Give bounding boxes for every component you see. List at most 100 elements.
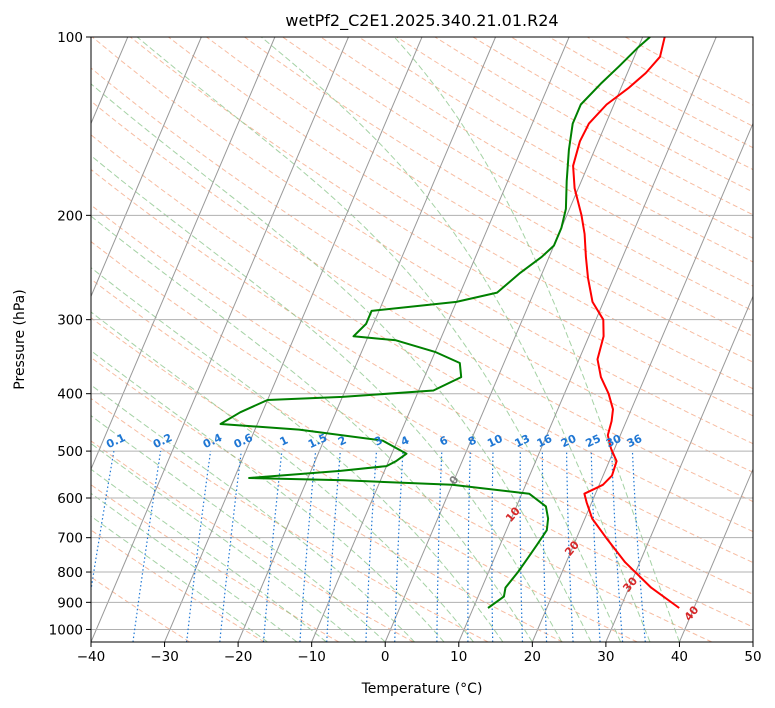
moist-adiabat: [91, 215, 533, 642]
dry-adiabat: [129, 37, 753, 417]
dry-adiabat: [91, 67, 753, 473]
mixing-ratio-label: 20: [559, 432, 579, 450]
mixing-ratio-line: [219, 451, 242, 642]
moist-adiabat: [91, 83, 592, 642]
mixing-ratio-label-text: 0.6: [232, 431, 255, 451]
mixing-ratio-line: [436, 451, 443, 642]
temperature-profile: [572, 37, 680, 609]
mixing-ratio-label-text: 0.2: [151, 431, 174, 451]
dry-adiabat: [510, 37, 753, 171]
mixing-ratio-label: 30: [604, 432, 624, 450]
mixing-ratio-line: [132, 451, 162, 642]
mixing-ratio-label-text: 30: [604, 432, 624, 450]
isotherm-label-text: 30: [620, 574, 640, 594]
mixing-ratio-label-text: 36: [625, 432, 645, 450]
moist-adiabat: [91, 515, 268, 642]
mixing-ratio-label: 36: [625, 432, 645, 450]
mixing-ratio-label-text: 25: [584, 432, 603, 450]
dewpoint-profile: [219, 37, 651, 609]
y-tick-label: 1000: [49, 622, 83, 638]
moist-adiabat: [260, 37, 651, 642]
plot-frame: [90, 36, 754, 643]
y-tick-label: 400: [57, 387, 83, 403]
mixing-ratio-line: [491, 451, 494, 642]
dry-adiabat: [91, 397, 489, 642]
x-tick-label: 10: [450, 649, 467, 665]
mixing-ratio-line: [91, 450, 115, 594]
dry-adiabat: [91, 356, 563, 642]
isotherm-label-text: 20: [562, 538, 582, 558]
isotherm-line: [237, 37, 497, 642]
mixing-ratio-label: 4: [399, 433, 412, 448]
x-tick-label: −20: [224, 649, 253, 665]
axes: −40 −30 −20 −10 0 10 20 30 40 50 100 200 300 400 500 60…: [49, 30, 762, 665]
moist-adiabat: [91, 155, 563, 642]
dry-adiabat: [91, 484, 340, 642]
y-tick-label: 700: [57, 531, 83, 547]
moist-adiabats: [91, 37, 680, 642]
chart-title: wetPf2_C2E1.2025.340.21.01.R24: [285, 11, 558, 31]
dry-adiabat: [434, 37, 753, 216]
isotherm-line: [605, 295, 753, 642]
mixing-ratio-line: [590, 451, 601, 642]
moist-adiabat: [91, 442, 357, 642]
dry-adiabat: [91, 317, 638, 642]
isotherm-line: [752, 640, 753, 642]
theta-label-text: -10: [20, 423, 43, 447]
y-tick-label: 900: [57, 595, 83, 611]
moist-adiabat: [91, 468, 327, 642]
mixing-ratio-label: 13: [513, 432, 532, 450]
y-tick-label: 300: [57, 313, 83, 329]
dry-adiabat: [91, 278, 713, 642]
x-tick-label: 30: [597, 649, 614, 665]
isotherm-line: [311, 37, 570, 642]
isotherm-line: [91, 37, 202, 298]
moist-adiabat: [91, 311, 474, 642]
theta-label: -10: [20, 423, 43, 447]
moist-adiabat: [393, 37, 680, 642]
mixing-ratio-label: 1: [278, 434, 290, 449]
x-tick-label: −30: [150, 649, 179, 665]
x-tick-label: −40: [77, 649, 106, 665]
y-tick-label: 600: [57, 491, 83, 507]
moist-adiabat: [91, 350, 445, 642]
plot-area: 0.10.20.40.611.52346810131620253036-100-…: [20, 37, 753, 642]
mixing-ratio-label-text: 16: [535, 432, 555, 450]
mixing-ratio-label: 10: [485, 432, 505, 450]
y-tick-label: 100: [57, 30, 83, 46]
isotherm-label: 40: [682, 603, 702, 623]
isotherm-line: [678, 467, 753, 642]
mixing-ratio-label: 0.1: [104, 431, 127, 451]
mixing-ratio-label: 25: [584, 432, 603, 450]
mixing-ratio-label-text: 20: [559, 432, 579, 450]
mixing-ratio-lines: [91, 450, 646, 642]
mixing-ratio-label: 16: [535, 432, 555, 450]
dry-adiabat: [244, 37, 753, 337]
isotherm-line: [164, 37, 423, 642]
isotherm-line: [384, 37, 644, 642]
y-tick-label: 200: [57, 208, 83, 224]
mixing-ratio-label-text: 10: [485, 432, 505, 450]
dry-adiabat: [282, 37, 753, 312]
dry-adiabat: [91, 529, 265, 642]
mixing-ratio-line: [299, 451, 317, 642]
mixing-ratio-label-text: 4: [399, 433, 412, 448]
isotherm-label: 20: [562, 538, 582, 558]
isotherm-line: [458, 37, 717, 642]
moist-adiabat: [136, 37, 622, 642]
mixing-ratio-label-text: 1: [278, 434, 290, 449]
moist-adiabat: [91, 492, 298, 642]
moist-adiabat: [91, 415, 386, 642]
dry-adiabat: [91, 100, 753, 503]
dry-adiabat: [91, 576, 190, 642]
isotherm-line: [91, 37, 276, 471]
dry-adiabat: [91, 204, 753, 595]
isotherm-label: 30: [620, 574, 640, 594]
dry-adiabat: [91, 37, 753, 445]
isotherm-label-text: 40: [682, 603, 702, 623]
mixing-ratio-line: [186, 451, 212, 642]
y-tick-label: 500: [57, 444, 83, 460]
x-axis-label: Temperature (°C): [361, 681, 483, 697]
x-tick-label: 50: [744, 649, 761, 665]
